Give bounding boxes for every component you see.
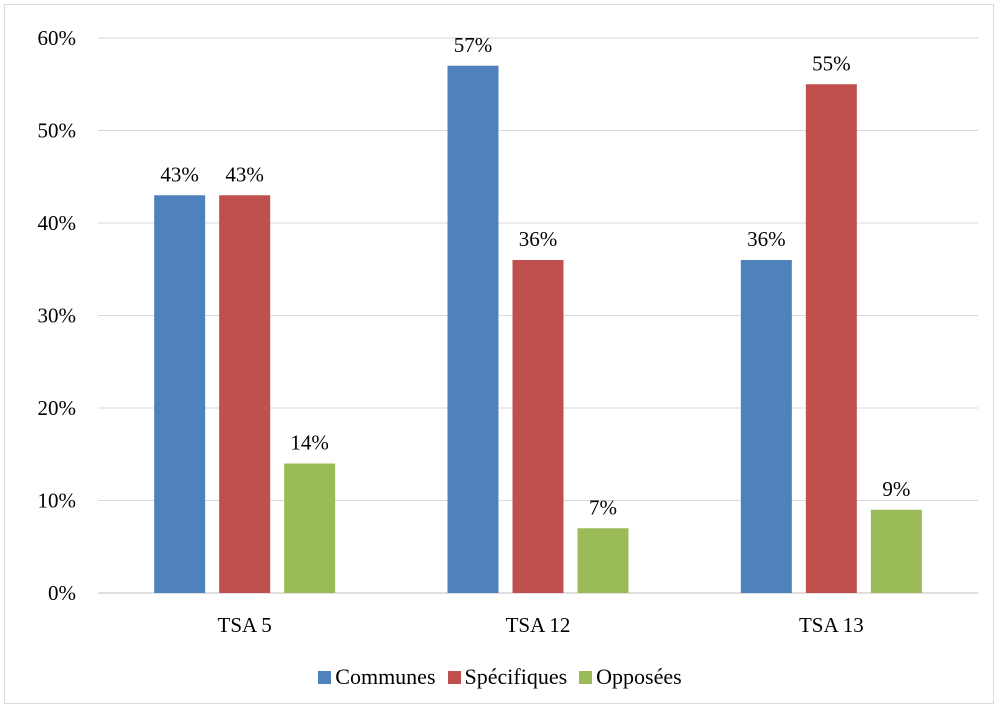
data-label: 7%	[589, 495, 617, 519]
x-axis-ticks: TSA 5 TSA 12 TSA 13	[218, 613, 864, 637]
bars	[154, 65, 922, 593]
legend-item-specifiques: Spécifiques	[447, 664, 568, 690]
legend-swatch-opposees	[579, 670, 593, 684]
legend: Communes Spécifiques Opposées	[0, 662, 1000, 692]
data-label: 14%	[290, 431, 329, 455]
data-label: 36%	[519, 227, 558, 251]
data-label: 9%	[882, 477, 910, 501]
x-tick-label: TSA 13	[799, 613, 864, 637]
y-tick-label: 20%	[38, 396, 77, 420]
data-label: 43%	[225, 162, 264, 186]
legend-label-communes: Communes	[335, 664, 436, 689]
bar-spécifiques-tsa-13	[805, 84, 857, 593]
bar-opposées-tsa-5	[284, 463, 336, 593]
y-tick-label: 30%	[38, 304, 77, 328]
data-label: 57%	[454, 33, 493, 57]
bar-communes-tsa-12	[447, 65, 499, 593]
y-tick-label: 50%	[38, 119, 77, 143]
legend-label-opposees: Opposées	[596, 664, 682, 689]
y-tick-label: 60%	[38, 26, 77, 50]
bar-spécifiques-tsa-5	[219, 195, 271, 593]
bar-communes-tsa-5	[154, 195, 206, 593]
y-tick-label: 40%	[38, 211, 77, 235]
data-label: 43%	[160, 162, 199, 186]
legend-swatch-specifiques	[447, 670, 461, 684]
bar-spécifiques-tsa-12	[512, 260, 564, 593]
x-tick-label: TSA 5	[218, 613, 272, 637]
legend-item-communes: Communes	[318, 664, 436, 690]
bar-communes-tsa-13	[740, 260, 792, 593]
y-axis-ticks: 0% 10% 20% 30% 40% 50% 60%	[38, 26, 77, 605]
data-labels: 43% 43% 14% 57% 36% 7% 36% 55% 9%	[160, 33, 910, 520]
x-tick-label: TSA 12	[506, 613, 571, 637]
y-tick-label: 10%	[38, 489, 77, 513]
bar-opposées-tsa-12	[577, 528, 629, 593]
y-tick-label: 0%	[48, 581, 76, 605]
legend-swatch-communes	[318, 670, 332, 684]
data-label: 55%	[812, 51, 851, 75]
legend-item-opposees: Opposées	[579, 664, 682, 690]
legend-label-specifiques: Spécifiques	[464, 664, 568, 689]
bar-opposées-tsa-13	[870, 509, 922, 593]
data-label: 36%	[747, 227, 786, 251]
